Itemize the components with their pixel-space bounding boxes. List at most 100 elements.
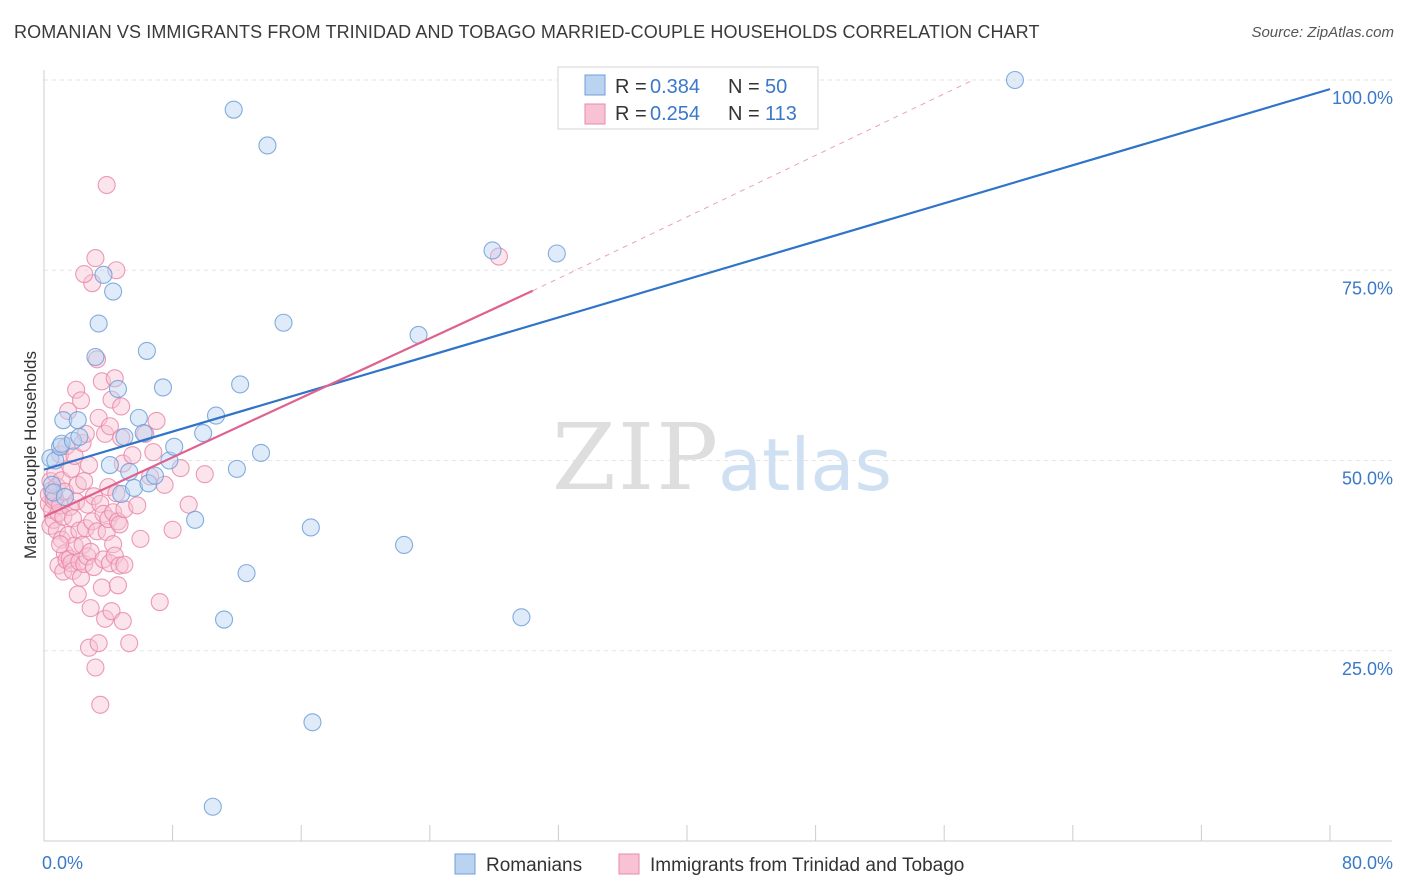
legend-n-value: 113 <box>765 103 797 125</box>
bottom-legend-trinidad: Immigrants from Trinidad and Tobago <box>650 855 964 876</box>
data-point <box>547 244 566 263</box>
data-point <box>94 265 113 284</box>
trendlines <box>43 79 1331 518</box>
data-point <box>52 434 71 453</box>
data-point <box>224 100 243 119</box>
data-point <box>134 424 153 443</box>
data-point <box>89 314 108 333</box>
data-point <box>110 515 129 534</box>
data-point <box>144 443 163 462</box>
data-point <box>108 379 127 399</box>
data-point <box>108 576 127 595</box>
watermark-atlas: atlas <box>718 423 892 507</box>
legend-top: R = 0.384 N = 50 R = 0.254 N = 113 <box>557 66 819 130</box>
data-point <box>81 599 100 618</box>
data-point <box>104 282 123 301</box>
data-point <box>303 713 322 732</box>
data-point <box>155 475 174 494</box>
data-point <box>87 522 107 541</box>
y-tick-label: 100.0% <box>1332 88 1393 108</box>
data-point <box>107 484 126 503</box>
y-tick-label: 50.0% <box>1342 469 1393 489</box>
trendline-trinidad-extension <box>532 79 974 292</box>
data-point <box>165 437 184 456</box>
data-point <box>44 483 63 502</box>
legend-row-romanians: R = 0.384 N = 50 <box>615 76 787 98</box>
legend-n-value: 50 <box>765 76 787 98</box>
data-point <box>91 494 110 513</box>
data-point <box>75 265 94 284</box>
watermark: ZIP atlas <box>552 404 892 511</box>
watermark-zip: ZIP <box>552 404 720 511</box>
data-point <box>301 518 320 537</box>
data-point <box>195 465 214 484</box>
data-point <box>153 378 173 397</box>
data-point <box>231 375 250 394</box>
legend-r-label: R = <box>615 76 652 98</box>
legend-n-label: N = <box>728 103 765 125</box>
data-point <box>71 391 91 410</box>
data-point <box>79 638 99 657</box>
data-point <box>51 535 70 554</box>
bottom-legend-swatch-romanians <box>454 853 476 875</box>
data-point <box>68 585 87 604</box>
data-point <box>75 471 94 491</box>
data-point <box>237 564 256 583</box>
data-point <box>42 475 62 494</box>
data-point <box>94 504 113 523</box>
data-point <box>258 136 277 155</box>
data-point <box>102 390 121 409</box>
x-tick-label-max: 80.0% <box>1342 853 1393 873</box>
y-tick-label: 75.0% <box>1342 278 1393 298</box>
data-point <box>115 555 134 574</box>
chart-title: ROMANIAN VS IMMIGRANTS FROM TRINIDAD AND… <box>14 22 1040 42</box>
data-point <box>55 544 74 563</box>
data-point <box>59 401 78 421</box>
data-point <box>251 443 271 462</box>
data-point <box>89 634 108 653</box>
data-point <box>227 459 246 478</box>
source-label: Source: ZipAtlas.com <box>1251 24 1394 41</box>
data-point <box>86 249 105 268</box>
series-trinidad-points <box>39 175 508 714</box>
data-point <box>110 556 129 575</box>
legend-bottom: Romanians Immigrants from Trinidad and T… <box>454 853 964 876</box>
data-point <box>483 241 502 260</box>
bottom-legend-swatch-trinidad <box>618 853 640 875</box>
data-point <box>54 411 73 430</box>
data-point <box>137 341 156 360</box>
x-ticks <box>172 825 1331 841</box>
data-point <box>104 535 123 554</box>
data-point <box>123 446 142 465</box>
trendline-trinidad <box>43 289 534 518</box>
x-tick-label-min: 0.0% <box>42 853 83 873</box>
data-point <box>86 658 105 677</box>
data-point <box>124 478 144 497</box>
data-point <box>194 424 213 443</box>
y-tick-labels: 25.0% 50.0% 75.0% 100.0% <box>1332 88 1393 679</box>
legend-r-value: 0.384 <box>650 76 700 98</box>
data-point <box>100 456 119 475</box>
y-axis-label: Married-couple Households <box>21 351 40 559</box>
data-point <box>131 529 150 548</box>
data-point <box>145 466 164 485</box>
series-romanians-points <box>41 70 1024 816</box>
data-point <box>76 519 95 538</box>
data-point <box>71 568 91 587</box>
data-point <box>203 797 222 816</box>
data-point <box>147 411 166 430</box>
data-point <box>120 634 139 653</box>
trendline-romanians <box>43 88 1331 471</box>
data-point <box>100 417 119 436</box>
data-point <box>512 608 531 627</box>
data-point <box>96 609 115 628</box>
legend-row-trinidad: R = 0.254 N = 113 <box>615 103 797 125</box>
data-point <box>115 427 134 446</box>
data-point <box>70 427 89 446</box>
data-point <box>68 411 87 430</box>
bottom-legend-romanians: Romanians <box>486 855 582 876</box>
legend-swatch-trinidad <box>584 103 606 125</box>
legend-r-value: 0.254 <box>650 103 700 125</box>
data-point <box>113 612 132 631</box>
data-point <box>274 313 293 332</box>
